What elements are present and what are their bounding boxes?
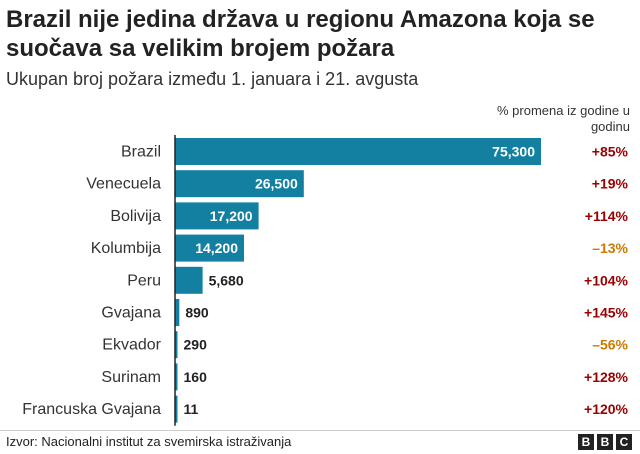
- category-label: Ekvador: [102, 337, 161, 354]
- bar-2: [175, 202, 259, 230]
- value-label: 890: [185, 305, 209, 321]
- bbc-logo-letter: B: [597, 434, 613, 450]
- category-label: Peru: [127, 272, 161, 289]
- change-label: +104%: [584, 272, 629, 288]
- change-label: +19%: [592, 176, 629, 192]
- bar-7: [175, 363, 178, 391]
- bar-4: [175, 266, 203, 294]
- change-label: +120%: [584, 401, 629, 417]
- category-label: Bolivija: [110, 208, 161, 225]
- change-column-header: % promena iz godine u godinu: [497, 103, 630, 134]
- bar-0: [175, 138, 541, 165]
- change-label: +145%: [584, 305, 629, 321]
- bbc-logo: B B C: [578, 434, 632, 450]
- value-label: 17,200: [210, 208, 253, 224]
- value-label: 5,680: [209, 272, 244, 288]
- bbc-logo-letter: C: [616, 434, 632, 450]
- category-label: Venecuela: [86, 176, 161, 193]
- change-label: +128%: [584, 369, 629, 385]
- value-label: 75,300: [492, 144, 535, 160]
- category-label: Brazil: [121, 144, 161, 161]
- value-label: 26,500: [255, 176, 298, 192]
- bar-1: [175, 170, 304, 198]
- change-label: –56%: [592, 337, 628, 353]
- value-label: 160: [184, 369, 208, 385]
- category-label: Gvajana: [101, 305, 161, 322]
- change-label: –13%: [592, 240, 628, 256]
- bar-3: [175, 234, 245, 262]
- category-label: Surinam: [101, 369, 161, 386]
- source-note: Izvor: Nacionalni institut za svemirska …: [6, 434, 292, 449]
- bar-5: [175, 299, 180, 326]
- footer-divider: [0, 430, 640, 431]
- chart-subtitle: Ukupan broj požara između 1. januara i 2…: [6, 69, 419, 89]
- change-label: +114%: [585, 208, 629, 224]
- bar-8: [175, 395, 178, 423]
- bbc-logo-letter: B: [578, 434, 594, 450]
- chart-title: Brazil nije jedina država u regionu Amaz…: [6, 6, 595, 62]
- value-label: 11: [184, 401, 199, 417]
- category-label: Francuska Gvajana: [22, 401, 161, 418]
- value-label: 290: [184, 337, 208, 353]
- change-label: +85%: [592, 144, 629, 160]
- value-label: 14,200: [195, 240, 238, 256]
- category-label: Kolumbija: [91, 240, 161, 257]
- bar-6: [175, 331, 178, 359]
